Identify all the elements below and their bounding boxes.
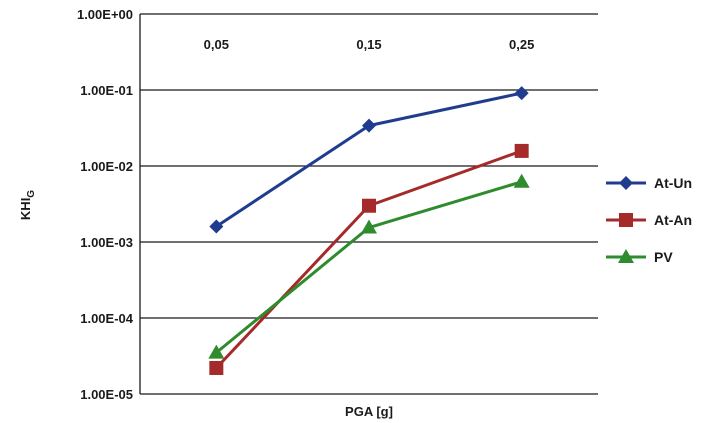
data-point: [209, 219, 224, 234]
x-axis-ticks: 0,05 0,15 0,25: [204, 37, 535, 52]
legend-item: At-Un: [606, 175, 692, 191]
series-At-An: [209, 143, 529, 375]
y-tick-label: 1.00E-01: [80, 83, 133, 98]
legend-swatch-marker: [619, 213, 633, 227]
y-tick-label: 1.00E+00: [77, 7, 133, 22]
legend-label: At-An: [654, 212, 692, 228]
y-axis-title-main: KHI: [18, 198, 33, 220]
legend-label: At-Un: [654, 175, 692, 191]
series-At-Un: [209, 86, 529, 234]
data-point: [362, 198, 376, 213]
data-point: [362, 118, 376, 133]
x-tick-label: 0,05: [204, 37, 229, 52]
y-axis-ticks: 1.00E+00 1.00E-01 1.00E-02 1.00E-03 1.00E-04…: [77, 7, 134, 402]
data-point: [514, 86, 529, 101]
data-point: [361, 219, 377, 234]
legend-swatch-marker: [619, 176, 633, 190]
y-tick-label: 1.00E-04: [80, 311, 134, 326]
y-axis-title: KHIG: [18, 190, 37, 220]
y-tick-label: 1.00E-03: [80, 235, 133, 250]
legend: At-Un At-An PV: [606, 175, 692, 265]
legend-swatch-marker: [618, 249, 634, 263]
data-point: [514, 143, 529, 158]
legend-item: At-An: [606, 212, 692, 228]
series-layer: [208, 86, 530, 375]
y-tick-label: 1.00E-05: [80, 387, 133, 402]
series-line: [215, 149, 523, 370]
legend-item: PV: [606, 249, 673, 265]
data-point: [513, 173, 530, 188]
series-PV: [208, 173, 530, 359]
legend-label: PV: [654, 249, 673, 265]
x-axis-title: PGA [g]: [345, 404, 393, 419]
data-point: [208, 344, 225, 359]
x-tick-label: 0,15: [356, 37, 381, 52]
gridlines: [140, 13, 598, 395]
y-tick-label: 1.00E-02: [80, 159, 133, 174]
y-axis-title-subscript: G: [26, 190, 37, 198]
data-point: [209, 360, 224, 375]
x-tick-label: 0,25: [509, 37, 534, 52]
